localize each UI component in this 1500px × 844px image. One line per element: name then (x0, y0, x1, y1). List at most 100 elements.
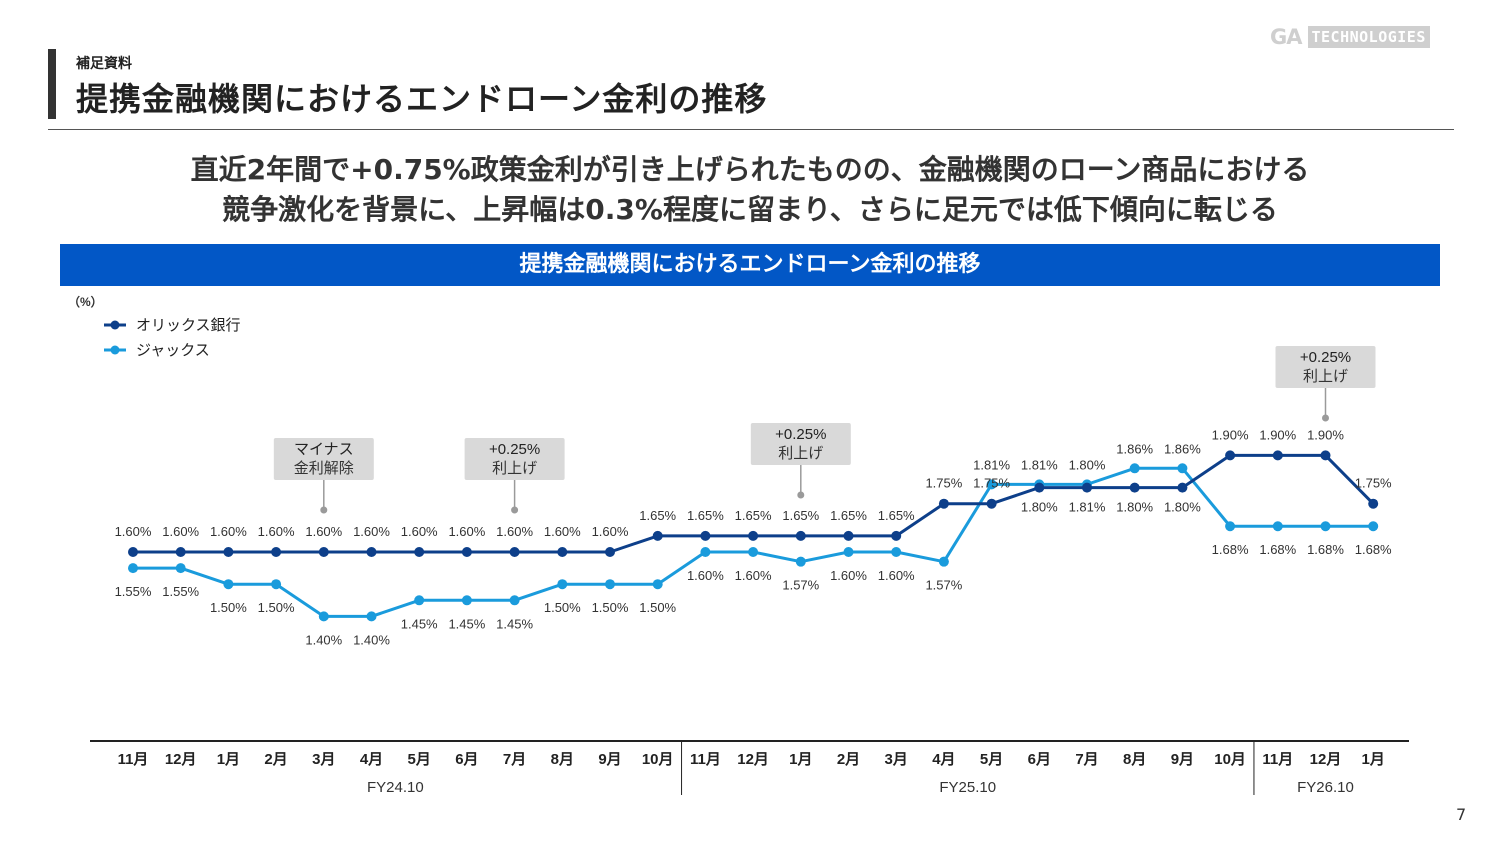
headline-line-2: 競争激化を背景に、上昇幅は0.3%程度に留まり、さらに足元では低下傾向に転じる (222, 193, 1278, 226)
x-tick-label-0: 11月 (118, 751, 149, 768)
series-orix-point-12 (700, 530, 711, 541)
headline: 直近2年間で+0.75%政策金利が引き上げられたものの、金融機関のローン商品にお… (0, 150, 1500, 230)
y-unit-label: （%） (68, 294, 103, 309)
fiscal-year-label-1: FY25.10 (939, 779, 996, 796)
series-orix-point-11 (652, 530, 663, 541)
x-tick-label-24: 11月 (1262, 751, 1293, 768)
orix-data-label-12: 1.65% (687, 508, 724, 523)
annotation-stem-dot-0 (320, 506, 328, 514)
series-jacks-point-0 (128, 563, 138, 574)
jacks-data-label-11: 1.50% (639, 600, 676, 615)
series-jacks-point-6 (414, 595, 425, 606)
x-tick-label-25: 12月 (1310, 751, 1342, 768)
orix-data-label-0: 1.60% (115, 524, 152, 539)
series-jacks-point-5 (366, 611, 377, 622)
jacks-data-label-5: 1.40% (353, 632, 390, 647)
series-orix-point-15 (843, 530, 854, 541)
x-tick-label-2: 1月 (217, 751, 240, 768)
orix-data-label-4: 1.60% (305, 524, 342, 539)
series-jacks-point-13 (748, 547, 759, 557)
jacks-data-label-19: 1.81% (1021, 457, 1058, 472)
series-jacks-point-17 (938, 556, 949, 567)
x-tick-label-5: 4月 (360, 751, 383, 768)
series-orix-point-0 (128, 547, 138, 557)
series-orix-point-7 (461, 547, 472, 557)
jacks-data-label-23: 1.68% (1212, 542, 1249, 557)
x-tick-label-17: 4月 (932, 751, 955, 768)
series-jacks-point-2 (223, 579, 234, 590)
series-jacks-point-26 (1368, 521, 1379, 532)
orix-data-label-14: 1.65% (782, 508, 819, 523)
series-jacks-point-8 (509, 595, 520, 606)
series-orix-point-2 (223, 547, 234, 557)
orix-data-label-24: 1.90% (1259, 427, 1296, 442)
x-tick-label-10: 9月 (598, 751, 621, 768)
jacks-data-label-13: 1.60% (735, 568, 772, 583)
title-divider (48, 129, 1454, 130)
jacks-data-label-21: 1.86% (1116, 441, 1153, 456)
orix-data-label-2: 1.60% (210, 524, 247, 539)
series-jacks-point-1 (175, 563, 186, 574)
orix-data-label-7: 1.60% (448, 524, 485, 539)
orix-data-label-17: 1.75% (925, 476, 962, 491)
x-tick-label-22: 9月 (1171, 751, 1194, 768)
series-orix-point-19 (1034, 482, 1045, 493)
annotation-line2-0: 金利解除 (294, 460, 354, 477)
jacks-data-label-8: 1.45% (496, 616, 533, 631)
annotation-stem-dot-1 (511, 506, 519, 514)
orix-data-label-3: 1.60% (258, 524, 295, 539)
logo-technologies: TECHNOLOGIES (1307, 26, 1430, 48)
orix-data-label-20: 1.81% (1069, 500, 1106, 515)
x-tick-label-18: 5月 (980, 751, 1003, 768)
annotation-box-3 (1275, 346, 1376, 388)
annotation-line1-0: マイナス (294, 441, 354, 458)
series-orix-point-24 (1272, 450, 1283, 461)
orix-data-label-6: 1.60% (401, 524, 438, 539)
x-tick-label-12: 11月 (690, 751, 721, 768)
series-orix-point-3 (271, 547, 282, 557)
jacks-data-label-4: 1.40% (305, 632, 342, 647)
series-orix-point-8 (509, 547, 520, 557)
legend-jacks-marker (110, 345, 120, 355)
x-tick-label-21: 8月 (1123, 751, 1146, 768)
orix-data-label-22: 1.80% (1164, 500, 1201, 515)
series-orix-point-4 (318, 547, 329, 557)
x-tick-label-3: 2月 (264, 751, 287, 768)
series-jacks-point-25 (1320, 521, 1331, 532)
logo-ga: GA (1270, 25, 1302, 49)
orix-data-label-25: 1.90% (1307, 427, 1344, 442)
jacks-data-label-7: 1.45% (448, 616, 485, 631)
jacks-data-label-16: 1.60% (878, 568, 915, 583)
annotation-box-0 (273, 438, 374, 480)
orix-data-label-21: 1.80% (1116, 500, 1153, 515)
series-orix-point-23 (1225, 450, 1236, 461)
legend-orix-marker (110, 320, 120, 330)
orix-data-label-10: 1.60% (592, 524, 629, 539)
series-orix-point-22 (1177, 482, 1188, 493)
annotation-stem-dot-3 (1322, 414, 1329, 422)
series-orix-point-1 (175, 547, 186, 557)
x-tick-label-15: 2月 (837, 751, 860, 768)
series-jacks-point-3 (271, 579, 282, 590)
jacks-data-label-3: 1.50% (258, 600, 295, 615)
page-title: 提携金融機関におけるエンドローン金利の推移 (76, 80, 768, 118)
series-jacks-point-4 (318, 611, 329, 622)
x-tick-label-26: 1月 (1362, 751, 1385, 768)
series-orix-point-9 (557, 547, 568, 557)
orix-data-label-15: 1.65% (830, 508, 867, 523)
orix-data-label-11: 1.65% (639, 508, 676, 523)
x-tick-label-23: 10月 (1214, 751, 1246, 768)
series-orix-point-18 (986, 498, 997, 509)
series-jacks-point-24 (1272, 521, 1283, 532)
orix-data-label-18: 1.75% (973, 476, 1010, 491)
orix-data-label-16: 1.65% (878, 508, 915, 523)
orix-data-label-26: 1.75% (1355, 476, 1392, 491)
jacks-data-label-24: 1.68% (1259, 542, 1296, 557)
jacks-data-label-18: 1.81% (973, 457, 1010, 472)
orix-data-label-23: 1.90% (1212, 427, 1249, 442)
jacks-data-label-10: 1.50% (592, 600, 629, 615)
annotation-line1-3: +0.25% (1300, 349, 1351, 366)
fiscal-year-label-2: FY26.10 (1297, 779, 1354, 796)
legend-jacks-label: ジャックス (136, 342, 210, 359)
